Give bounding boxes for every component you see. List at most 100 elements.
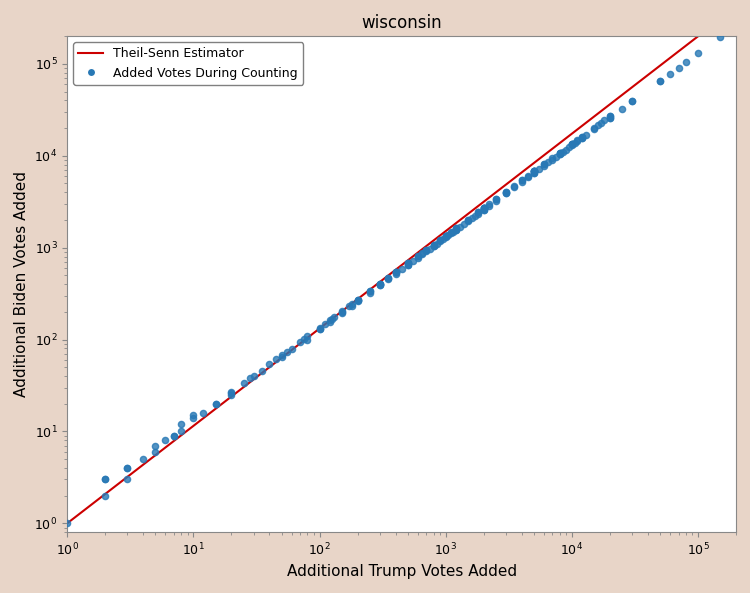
Added Votes During Counting: [566, 139, 578, 148]
Added Votes During Counting: [122, 463, 134, 473]
Added Votes During Counting: [466, 213, 478, 223]
Added Votes During Counting: [437, 234, 449, 244]
Added Votes During Counting: [314, 324, 326, 334]
Added Votes During Counting: [528, 167, 540, 176]
Added Votes During Counting: [374, 279, 386, 288]
Added Votes During Counting: [560, 145, 572, 154]
Added Votes During Counting: [382, 273, 394, 282]
Added Votes During Counting: [554, 149, 566, 159]
Added Votes During Counting: [168, 431, 180, 441]
Added Votes During Counting: [516, 177, 528, 187]
Added Votes During Counting: [286, 345, 298, 354]
Added Votes During Counting: [225, 388, 237, 398]
Added Votes During Counting: [588, 123, 600, 132]
Added Votes During Counting: [382, 273, 394, 282]
Added Votes During Counting: [396, 264, 408, 274]
Added Votes During Counting: [326, 314, 338, 323]
Added Votes During Counting: [402, 259, 414, 268]
Added Votes During Counting: [62, 519, 74, 528]
Added Votes During Counting: [323, 315, 335, 325]
Added Votes During Counting: [440, 231, 452, 240]
Added Votes During Counting: [528, 167, 540, 176]
Title: wisconsin: wisconsin: [362, 14, 442, 32]
Added Votes During Counting: [416, 248, 428, 257]
Added Votes During Counting: [346, 299, 358, 309]
Added Votes During Counting: [176, 419, 188, 429]
Added Votes During Counting: [427, 241, 439, 251]
Legend: Theil-Senn Estimator, Added Votes During Counting: Theil-Senn Estimator, Added Votes During…: [74, 43, 303, 85]
Added Votes During Counting: [407, 256, 419, 266]
Added Votes During Counting: [566, 139, 578, 148]
Added Votes During Counting: [328, 313, 340, 322]
Added Votes During Counting: [402, 260, 414, 270]
Added Votes During Counting: [323, 317, 335, 327]
Added Votes During Counting: [604, 113, 616, 122]
Added Votes During Counting: [99, 475, 111, 484]
Added Votes During Counting: [346, 301, 358, 310]
Added Votes During Counting: [374, 280, 386, 290]
Added Votes During Counting: [412, 251, 424, 261]
Added Votes During Counting: [550, 152, 562, 161]
Added Votes During Counting: [500, 189, 512, 198]
Added Votes During Counting: [427, 240, 439, 249]
Added Votes During Counting: [595, 118, 607, 127]
Added Votes During Counting: [450, 224, 462, 233]
Added Votes During Counting: [522, 173, 534, 182]
Added Votes During Counting: [420, 247, 432, 256]
Added Votes During Counting: [664, 69, 676, 78]
Added Votes During Counting: [440, 232, 452, 242]
Added Votes During Counting: [319, 319, 331, 329]
Added Votes During Counting: [566, 139, 578, 148]
Added Votes During Counting: [692, 49, 704, 58]
Added Votes During Counting: [454, 222, 466, 231]
Added Votes During Counting: [516, 176, 528, 185]
Added Votes During Counting: [509, 181, 520, 190]
Added Votes During Counting: [626, 97, 638, 106]
Added Votes During Counting: [478, 203, 490, 213]
Added Votes During Counting: [588, 125, 600, 134]
Added Votes During Counting: [352, 295, 364, 305]
Added Votes During Counting: [314, 323, 326, 332]
Added Votes During Counting: [389, 267, 401, 277]
Added Votes During Counting: [434, 237, 446, 246]
Added Votes During Counting: [427, 240, 439, 249]
Added Votes During Counting: [547, 155, 559, 164]
Added Votes During Counting: [490, 195, 502, 204]
Added Votes During Counting: [604, 111, 616, 121]
Added Votes During Counting: [533, 164, 545, 174]
Added Votes During Counting: [168, 431, 180, 441]
Added Votes During Counting: [554, 148, 566, 158]
Added Votes During Counting: [462, 216, 474, 226]
Added Votes During Counting: [402, 260, 414, 270]
Added Votes During Counting: [99, 491, 111, 500]
Added Votes During Counting: [450, 224, 462, 233]
Added Votes During Counting: [382, 275, 394, 284]
Added Votes During Counting: [137, 454, 149, 464]
Added Votes During Counting: [298, 334, 310, 344]
Added Votes During Counting: [654, 76, 666, 86]
Added Votes During Counting: [374, 279, 386, 288]
Added Votes During Counting: [420, 245, 432, 254]
Added Votes During Counting: [576, 132, 588, 141]
Added Votes During Counting: [483, 199, 495, 209]
Added Votes During Counting: [374, 280, 386, 290]
Added Votes During Counting: [472, 208, 484, 217]
Added Votes During Counting: [604, 113, 616, 122]
Added Votes During Counting: [188, 413, 200, 423]
Added Votes During Counting: [389, 269, 401, 279]
Added Votes During Counting: [563, 142, 575, 152]
Added Votes During Counting: [516, 176, 528, 185]
Added Votes During Counting: [364, 286, 376, 295]
Added Votes During Counting: [434, 235, 446, 245]
Added Votes During Counting: [462, 215, 474, 224]
X-axis label: Additional Trump Votes Added: Additional Trump Votes Added: [286, 564, 517, 579]
Added Votes During Counting: [566, 139, 578, 148]
Added Votes During Counting: [478, 203, 490, 213]
Added Votes During Counting: [424, 244, 436, 253]
Added Votes During Counting: [542, 158, 554, 167]
Added Votes During Counting: [500, 189, 512, 198]
Added Votes During Counting: [416, 250, 428, 259]
Added Votes During Counting: [99, 475, 111, 484]
Added Votes During Counting: [572, 137, 584, 146]
Added Votes During Counting: [434, 235, 446, 245]
